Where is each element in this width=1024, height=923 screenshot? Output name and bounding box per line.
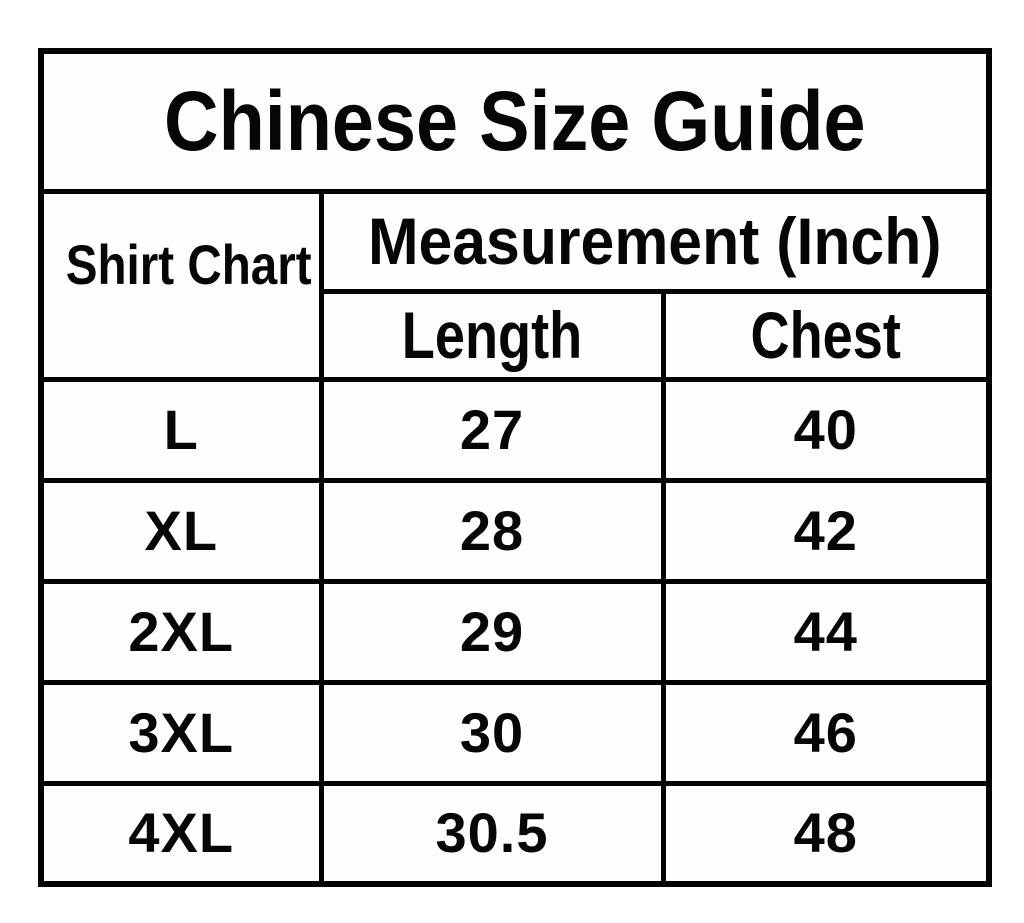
length-value: 27 bbox=[459, 397, 525, 461]
shirt-chart-label: Shirt Chart bbox=[65, 233, 312, 296]
length-cell: 29 bbox=[318, 578, 666, 685]
table-title-cell: Chinese Size Guide bbox=[38, 48, 992, 194]
table-row: 2XL 29 44 bbox=[38, 578, 992, 685]
measurement-group-cell: Measurement (Inch) bbox=[318, 188, 992, 294]
size-value: XL bbox=[144, 498, 219, 562]
chest-cell: 46 bbox=[660, 679, 992, 786]
length-value: 28 bbox=[459, 498, 525, 562]
chest-value: 40 bbox=[793, 397, 858, 461]
title-row: Chinese Size Guide bbox=[38, 48, 992, 194]
length-value: 30 bbox=[459, 700, 525, 764]
chest-column-header-cell: Chest bbox=[660, 288, 992, 382]
size-guide-table: Chinese Size Guide Shirt Chart Measureme… bbox=[38, 48, 993, 887]
chest-cell: 48 bbox=[660, 780, 992, 887]
size-cell: 2XL bbox=[38, 578, 324, 685]
chest-cell: 42 bbox=[660, 477, 992, 584]
length-column-header-cell: Length bbox=[318, 288, 666, 382]
header-group-row: Shirt Chart Measurement (Inch) bbox=[38, 188, 992, 382]
length-cell: 27 bbox=[318, 376, 666, 483]
size-value: 4XL bbox=[128, 801, 235, 865]
measurement-group-label: Measurement (Inch) bbox=[367, 204, 942, 278]
length-cell: 30 bbox=[318, 679, 666, 786]
length-column-label: Length bbox=[401, 298, 583, 372]
chest-value: 48 bbox=[793, 801, 858, 865]
chest-cell: 40 bbox=[660, 376, 992, 483]
shirt-chart-header-cell: Shirt Chart bbox=[38, 188, 324, 382]
size-cell: XL bbox=[38, 477, 324, 584]
table-row: 3XL 30 46 bbox=[38, 679, 992, 786]
chest-column-label: Chest bbox=[750, 298, 901, 372]
page-title: Chinese Size Guide bbox=[164, 74, 866, 169]
size-value: 2XL bbox=[128, 599, 235, 663]
chest-value: 46 bbox=[793, 700, 858, 764]
table-row: L 27 40 bbox=[38, 376, 992, 483]
chest-cell: 44 bbox=[660, 578, 992, 685]
length-value: 29 bbox=[459, 599, 525, 663]
size-cell: L bbox=[38, 376, 324, 483]
chest-value: 42 bbox=[793, 498, 858, 562]
size-value: 3XL bbox=[128, 700, 235, 764]
size-cell: 4XL bbox=[38, 780, 324, 887]
length-cell: 30.5 bbox=[318, 780, 666, 887]
length-value: 30.5 bbox=[435, 801, 549, 865]
table-row: XL 28 42 bbox=[38, 477, 992, 584]
table-row: 4XL 30.5 48 bbox=[38, 780, 992, 887]
size-value: L bbox=[163, 397, 199, 461]
size-cell: 3XL bbox=[38, 679, 324, 786]
length-cell: 28 bbox=[318, 477, 666, 584]
chest-value: 44 bbox=[793, 599, 858, 663]
column-header-row: Length Chest bbox=[41, 288, 992, 382]
